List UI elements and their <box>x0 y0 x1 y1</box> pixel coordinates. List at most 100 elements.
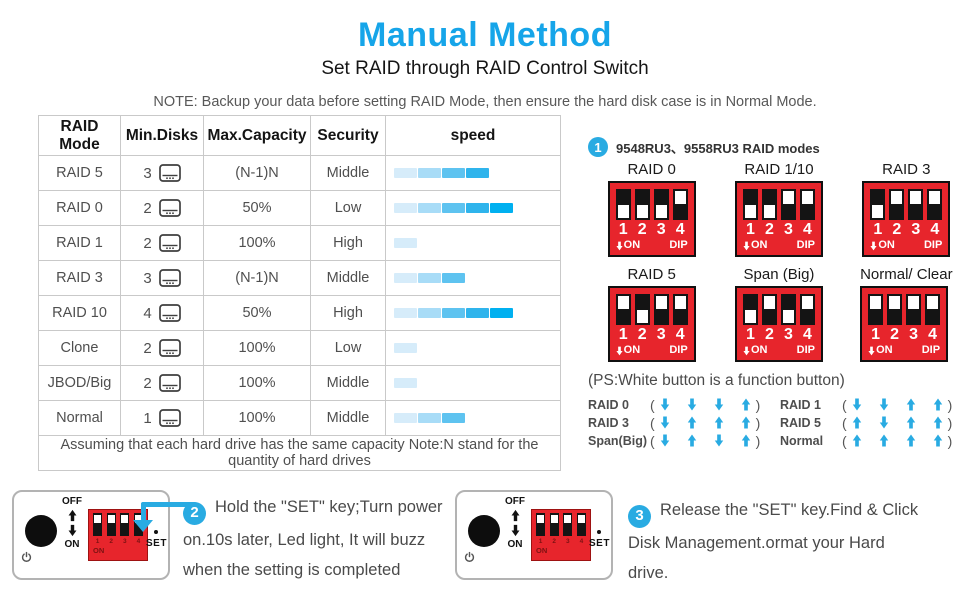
dip-number: 2 <box>765 326 774 343</box>
dip-slot <box>563 513 573 536</box>
cell-speed <box>385 190 561 226</box>
dip-on-indicator: ON <box>616 344 641 357</box>
dip-slot <box>615 294 631 325</box>
dip-knob-down <box>782 310 794 323</box>
dip-number: 3 <box>123 538 127 545</box>
step-number-badge: 2 <box>183 501 206 525</box>
down-arrow-icon <box>868 346 875 356</box>
dip-knob-down <box>744 205 756 218</box>
legend-paren-close: ) <box>947 432 953 449</box>
raid-mode-label: RAID 0 <box>627 161 676 178</box>
header-security: Security <box>310 115 386 156</box>
cell-speed <box>385 400 561 436</box>
dip-knob-down <box>636 310 648 323</box>
down-arrow-icon <box>743 346 750 356</box>
cell-speed <box>385 260 561 296</box>
speed-segment <box>394 238 417 248</box>
legend-arrows <box>660 434 751 447</box>
power-button <box>468 515 500 547</box>
header-raid-mode: RAID Mode <box>38 115 121 156</box>
speed-segment <box>418 413 441 423</box>
table-row: Normal 1 100% Middle <box>38 400 561 436</box>
dip-knob-up <box>910 191 922 204</box>
dip-legend: RAID 0 ( ) RAID 3 ( ) Span(Big) ( ) RAID… <box>588 397 970 449</box>
dip-knob-up <box>782 191 794 204</box>
speed-segment <box>418 273 441 283</box>
down-arrow-icon <box>511 524 520 537</box>
up-arrow-icon <box>906 434 916 447</box>
dip-knob-up <box>107 515 115 523</box>
legend-arrows <box>660 416 751 429</box>
panel-heading: 1 9548RU3、9558RU3 RAID modes <box>588 137 970 157</box>
dip-number: 2 <box>637 221 647 238</box>
speed-segment <box>418 203 441 213</box>
dip-number: 4 <box>675 326 685 343</box>
dip-slots <box>742 189 815 220</box>
dip-slot <box>615 189 631 220</box>
speed-segment <box>394 378 417 388</box>
dip-number: 1 <box>871 326 881 343</box>
dip-on-label: ON <box>623 344 641 356</box>
dip-number: 1 <box>873 221 883 238</box>
set-pointer-arrow-icon <box>133 500 203 536</box>
dip-on-indicator: ON <box>870 239 895 252</box>
dip-slot <box>780 189 796 220</box>
cell-min-disks: 2 <box>120 365 204 401</box>
cell-min-disks: 3 <box>120 155 204 191</box>
dip-slot <box>868 294 884 325</box>
off-on-indicator: OFF ON <box>503 496 527 550</box>
speed-bar <box>394 413 560 423</box>
cell-raid-mode: Clone <box>38 330 121 366</box>
min-disks-value: 2 <box>143 339 152 357</box>
up-arrow-icon <box>906 416 916 429</box>
cell-max-capacity: 100% <box>203 225 311 261</box>
legend-paren-close: ) <box>947 414 953 431</box>
legend-arrows <box>852 434 943 447</box>
legend-column: RAID 0 ( ) RAID 3 ( ) Span(Big) ( ) <box>588 397 780 449</box>
down-arrow-icon <box>879 416 889 429</box>
min-disks-value: 2 <box>143 374 152 392</box>
cell-max-capacity: (N-1)N <box>203 260 311 296</box>
up-arrow-icon <box>852 416 862 429</box>
dip-knob-up <box>655 296 667 309</box>
table-row: RAID 10 4 50% High <box>38 295 561 331</box>
dip-slot <box>742 294 758 325</box>
header-min-disks: Min.Disks <box>120 115 204 156</box>
cell-max-capacity: 50% <box>203 295 311 331</box>
step-number-badge: 1 <box>588 137 608 157</box>
dip-slot <box>925 294 941 325</box>
header-speed: speed <box>385 115 561 156</box>
dip-number: 4 <box>675 221 685 238</box>
dip-switch-mini: 1 2 3 4 ON <box>531 509 591 561</box>
table-footnote: Assuming that each hard drive has the sa… <box>38 435 561 471</box>
legend-column: RAID 1 ( ) RAID 5 ( ) Normal ( ) <box>780 397 953 449</box>
raid-comparison-table: RAID Mode Min.Disks Max.Capacity Securit… <box>38 115 561 471</box>
header-max-capacity: Max.Capacity <box>203 115 311 156</box>
dip-dip-label: DIP <box>923 239 943 251</box>
cell-security: High <box>310 295 386 331</box>
up-arrow-icon <box>741 416 751 429</box>
up-arrow-icon <box>852 434 862 447</box>
dip-knob-up <box>891 191 903 204</box>
dip-on-indicator: ON <box>743 239 767 252</box>
dip-dip-label: DIP <box>669 344 688 356</box>
dip-number: 1 <box>95 538 100 545</box>
dip-slot <box>761 189 777 220</box>
dip-slot <box>887 294 903 325</box>
hard-drive-icon <box>158 304 181 322</box>
table-row: Clone 2 100% Low <box>38 330 561 366</box>
cell-speed <box>385 330 561 366</box>
up-arrow-icon <box>68 509 77 522</box>
dip-number: 2 <box>637 326 647 343</box>
dip-number: 1 <box>618 221 628 238</box>
dip-number: 2 <box>765 221 774 238</box>
cell-min-disks: 3 <box>120 260 204 296</box>
speed-bar <box>394 343 560 353</box>
dip-slot <box>672 294 688 325</box>
dip-knob-up <box>617 296 629 309</box>
